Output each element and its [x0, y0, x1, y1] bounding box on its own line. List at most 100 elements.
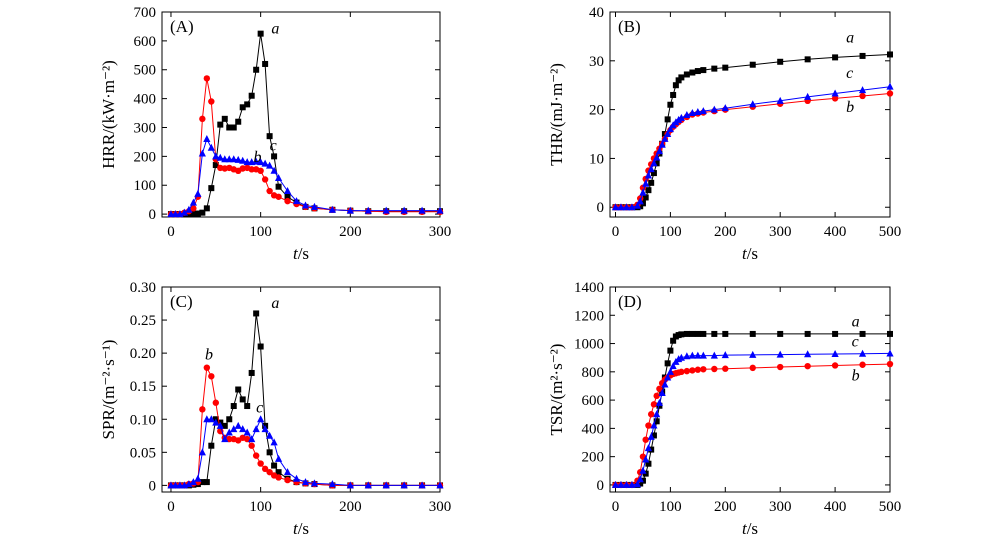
- plot-frame: [609, 11, 891, 218]
- data-point-c: [189, 478, 197, 486]
- data-point-b: [776, 363, 784, 371]
- data-point-b: [749, 364, 756, 372]
- data-point-a: [239, 104, 246, 111]
- y-axis-label: TSR/(m²·s⁻²): [547, 344, 566, 436]
- data-point-b: [261, 465, 269, 473]
- data-point-a: [777, 58, 784, 65]
- data-point-b: [199, 406, 206, 413]
- y-tick-label: 10: [589, 151, 604, 167]
- y-tick-label: 100: [134, 178, 157, 194]
- y-tick-label: 20: [589, 103, 604, 119]
- data-point-a: [722, 64, 729, 71]
- data-point-a: [190, 210, 197, 217]
- y-tick-label: 0: [597, 478, 605, 494]
- data-point-a: [221, 115, 228, 122]
- data-point-c: [301, 478, 310, 486]
- data-point-a: [642, 194, 649, 201]
- data-point-c: [647, 165, 655, 173]
- data-point-c: [639, 188, 647, 196]
- data-point-a: [221, 422, 228, 429]
- data-point-b: [275, 474, 282, 481]
- data-point-a: [235, 118, 242, 125]
- data-point-c: [230, 155, 238, 163]
- data-point-c: [622, 480, 631, 488]
- data-point-b: [722, 365, 729, 372]
- data-point-a: [859, 330, 866, 337]
- data-point-a: [694, 330, 701, 337]
- data-point-a: [253, 310, 260, 317]
- data-point-b: [642, 436, 649, 443]
- data-point-c: [653, 153, 661, 161]
- plot-frame: [609, 286, 891, 493]
- x-axis-label: t/s: [293, 519, 309, 538]
- data-point-b: [203, 364, 211, 371]
- data-point-c: [189, 198, 197, 206]
- y-tick-label: 1000: [574, 337, 604, 353]
- data-point-a: [645, 187, 652, 194]
- data-point-c: [642, 179, 650, 187]
- panel-tag: (A): [170, 17, 194, 36]
- data-point-c: [721, 104, 729, 112]
- x-tick-label: 300: [429, 224, 452, 240]
- data-point-c: [207, 415, 215, 423]
- data-point-c: [699, 351, 707, 359]
- data-point-a: [804, 56, 811, 63]
- x-axis-label: t/s: [742, 519, 758, 538]
- panel-tag: (D): [618, 292, 642, 311]
- data-point-a: [275, 183, 282, 190]
- data-point-b: [257, 167, 264, 175]
- data-point-c: [776, 96, 784, 104]
- data-point-c: [804, 92, 812, 100]
- data-point-c: [642, 455, 650, 463]
- data-point-b: [859, 361, 866, 368]
- data-point-c: [628, 203, 636, 211]
- y-tick-label: 500: [134, 63, 157, 79]
- data-point-a: [248, 92, 255, 99]
- data-point-a: [667, 347, 674, 354]
- data-point-b: [252, 452, 260, 459]
- data-point-c: [658, 389, 666, 397]
- data-point-c: [721, 351, 729, 359]
- data-point-c: [194, 189, 202, 197]
- data-point-a: [208, 442, 215, 449]
- data-point-c: [266, 161, 274, 169]
- data-point-c: [633, 480, 642, 488]
- data-point-c: [418, 206, 426, 214]
- data-point-a: [678, 331, 685, 338]
- data-point-c: [655, 398, 664, 406]
- y-tick-label: 30: [589, 54, 604, 70]
- data-point-a: [226, 124, 233, 131]
- x-tick-label: 300: [769, 224, 792, 240]
- data-point-a: [664, 116, 671, 123]
- y-tick-label: 0.10: [130, 412, 156, 428]
- data-point-c: [710, 351, 718, 359]
- data-point-a: [664, 360, 671, 367]
- data-point-b: [284, 476, 291, 484]
- data-point-b: [248, 166, 255, 173]
- data-point-b: [656, 385, 663, 392]
- data-point-c: [804, 350, 812, 358]
- data-point-c: [694, 351, 702, 359]
- data-point-c: [243, 428, 251, 436]
- x-tick-label: 100: [249, 499, 272, 515]
- data-point-c: [234, 421, 242, 429]
- data-point-c: [699, 107, 707, 115]
- data-point-c: [633, 201, 642, 209]
- data-point-c: [683, 110, 691, 118]
- data-point-a: [212, 162, 219, 169]
- data-point-a: [887, 51, 893, 58]
- data-point-a: [683, 330, 690, 337]
- data-point-a: [777, 330, 784, 337]
- data-point-c: [221, 435, 229, 443]
- data-point-c: [749, 350, 757, 358]
- data-point-a: [887, 330, 893, 337]
- y-tick-label: 600: [134, 34, 157, 50]
- data-point-b: [208, 98, 215, 105]
- series-line-b: [615, 363, 891, 486]
- data-point-c: [310, 202, 319, 210]
- data-point-b: [700, 366, 707, 373]
- data-point-a: [203, 479, 210, 486]
- data-point-b: [653, 392, 660, 400]
- series-annotation-c: c: [852, 333, 859, 350]
